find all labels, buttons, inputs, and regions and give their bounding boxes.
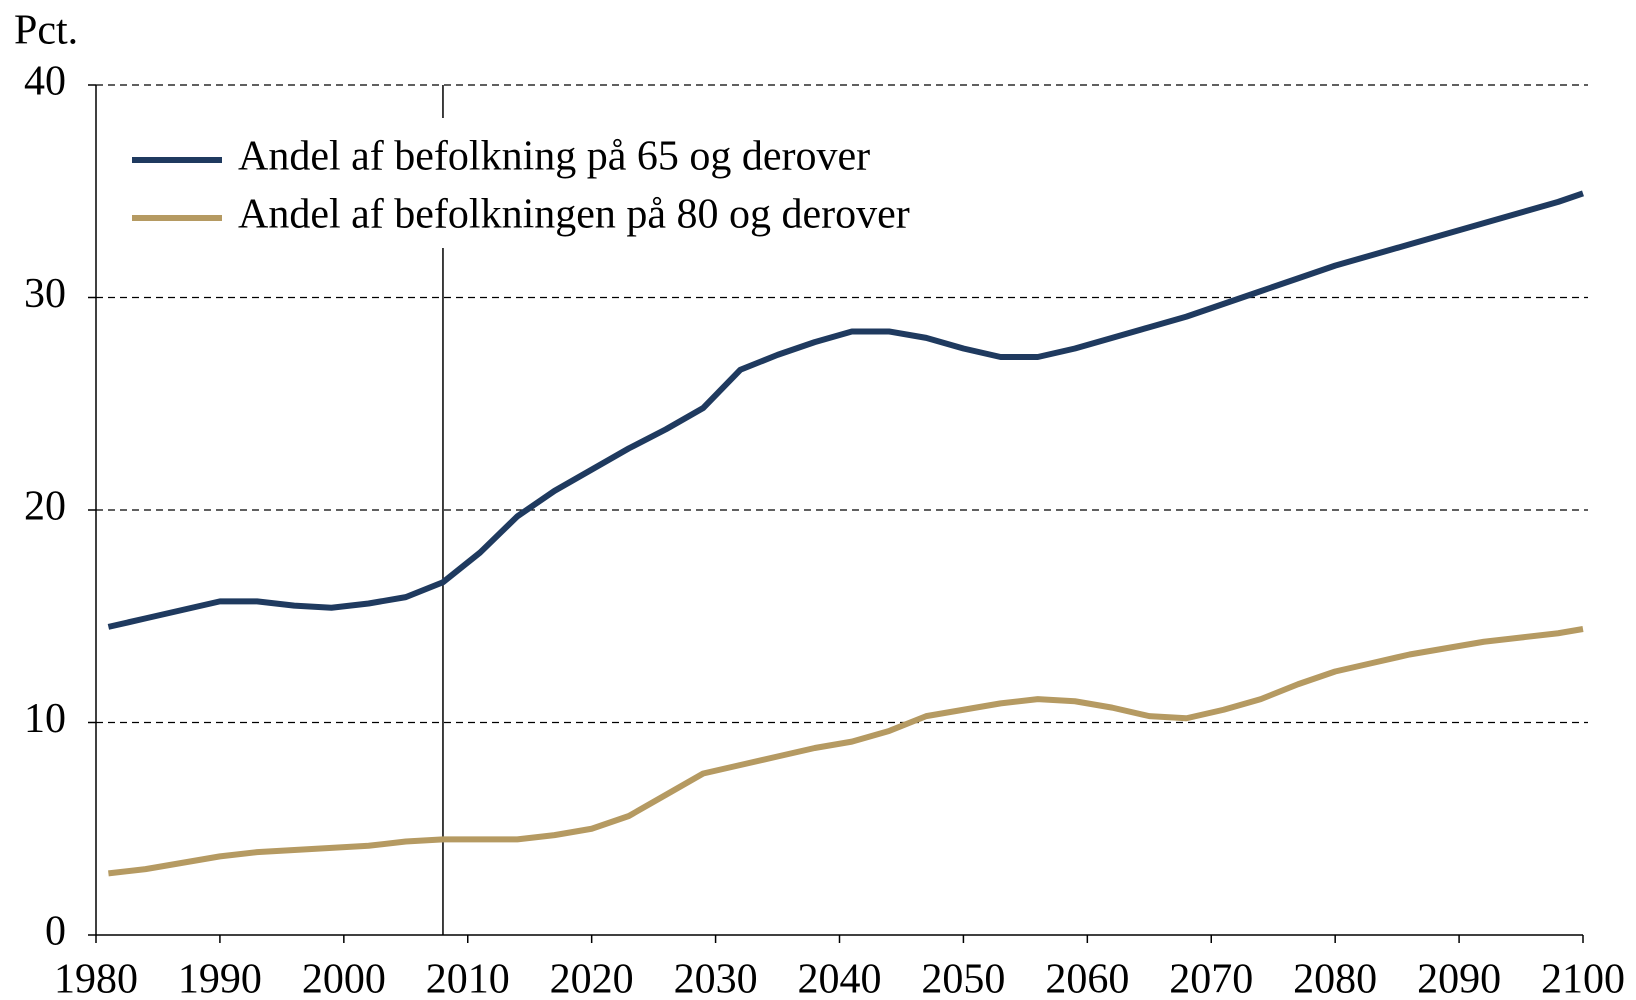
line [108, 626, 1584, 877]
x-tick-label: 1980 [54, 957, 138, 1000]
line [107, 190, 1584, 630]
x-tick-label: 1990 [178, 957, 262, 1000]
x-tick-label: 2040 [798, 957, 882, 1000]
y-tick-label: 20 [24, 484, 66, 530]
y-tick-label: 40 [24, 59, 66, 105]
x-tick-label: 2080 [1293, 957, 1377, 1000]
y-tick-label: 10 [24, 696, 66, 742]
x-tick-label: 2020 [550, 957, 634, 1000]
x-tick-label: 2060 [1045, 957, 1129, 1000]
y-axis-label: Pct. [14, 8, 78, 54]
legend-label: Andel af befolkningen på 80 og derover [238, 192, 910, 238]
legend-box [118, 118, 1038, 248]
y-tick-label: 0 [45, 909, 66, 955]
x-tick-label: 2100 [1541, 957, 1625, 1000]
x-tick-label: 2090 [1417, 957, 1501, 1000]
x-tick-label: 2030 [674, 957, 758, 1000]
x-tick-label: 2050 [921, 957, 1005, 1000]
y-tick-label: 30 [24, 271, 66, 317]
legend-label: Andel af befolkning på 65 og derover [238, 134, 870, 180]
x-tick-label: 2000 [302, 957, 386, 1000]
x-tick-label: 2070 [1169, 957, 1253, 1000]
x-tick-label: 2010 [426, 957, 510, 1000]
